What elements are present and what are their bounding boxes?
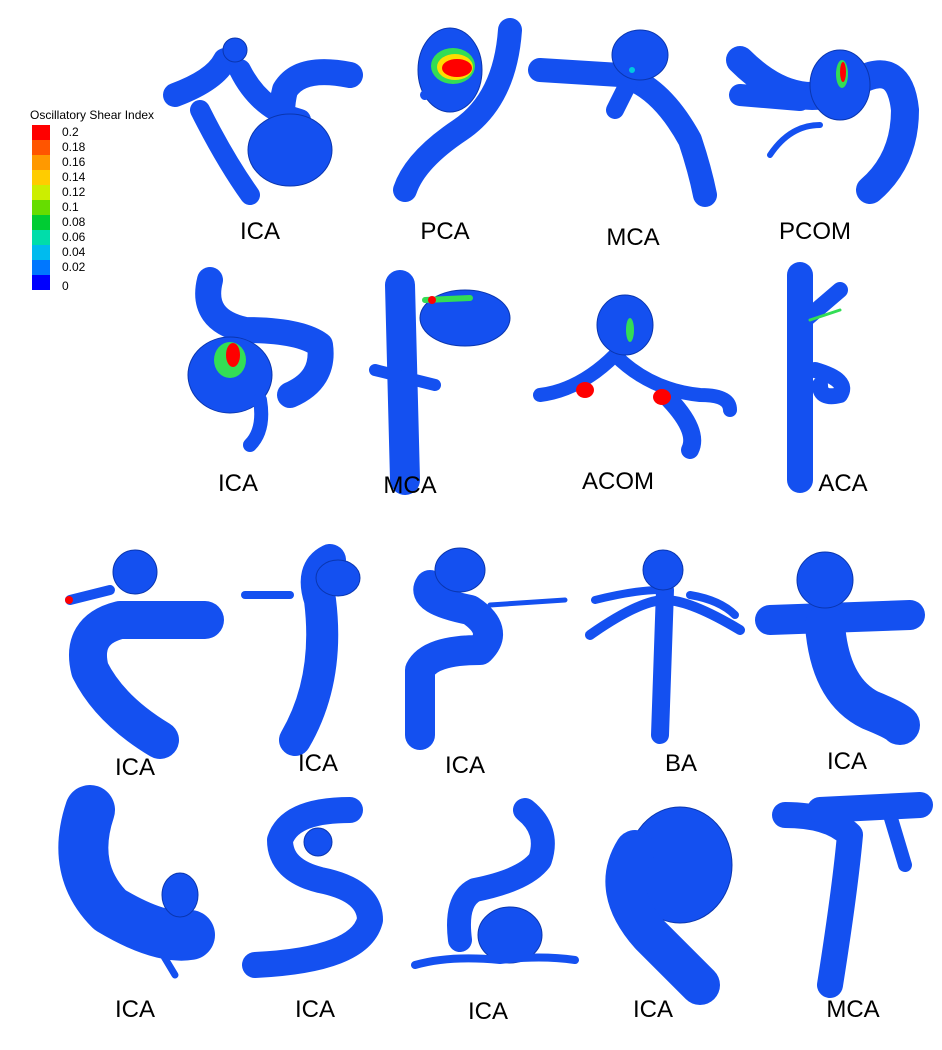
panel-label: ICA xyxy=(297,750,339,777)
colorbar-swatch xyxy=(32,155,50,170)
panel-label: ICA xyxy=(294,996,336,1023)
aneurysm-model-13 xyxy=(755,551,925,745)
legend-tick: 0.08 xyxy=(62,215,86,229)
panel-label: MCA xyxy=(383,472,437,499)
aneurysm-model-5 xyxy=(187,267,334,452)
panel-label: MCA xyxy=(826,996,880,1023)
aneurysm-model-6 xyxy=(369,270,511,495)
legend-tick: 0 xyxy=(62,279,69,293)
colorbar-swatch xyxy=(32,200,50,215)
aneurysm-model-11 xyxy=(405,547,568,750)
aneurysm-model-9 xyxy=(65,549,224,759)
colorbar-swatch xyxy=(32,275,50,290)
colorbar-swatch xyxy=(32,170,50,185)
colorbar-swatch xyxy=(32,245,50,260)
colorbar xyxy=(32,125,50,293)
legend-tick: 0.16 xyxy=(62,155,86,169)
panel-label: ICA xyxy=(114,996,156,1023)
aneurysm-model-4 xyxy=(726,46,919,204)
colorbar-swatch xyxy=(32,215,50,230)
panel-label: ACOM xyxy=(582,468,654,495)
panel-label: ICA xyxy=(444,752,486,779)
colorbar-swatch xyxy=(32,185,50,200)
legend-tick: 0.18 xyxy=(62,140,86,154)
colorbar-swatch xyxy=(32,260,50,275)
panel-label: ICA xyxy=(632,996,674,1023)
panel-label: ICA xyxy=(467,998,509,1025)
panel-label: PCA xyxy=(420,218,470,245)
legend-tick: 0.04 xyxy=(62,245,86,259)
legend-tick: 0.02 xyxy=(62,260,86,274)
panel-label: ICA xyxy=(114,754,156,781)
aneurysm-model-12 xyxy=(585,549,745,744)
colorbar-swatch xyxy=(32,140,50,155)
colorbar-swatch xyxy=(32,230,50,245)
aneurysm-model-7 xyxy=(533,294,737,459)
aneurysm-model-16 xyxy=(411,798,579,969)
aneurysm-model-17 xyxy=(605,806,733,1005)
panel-label: BA xyxy=(664,750,698,777)
legend-tick: 0.06 xyxy=(62,230,86,244)
panel-label: ICA xyxy=(826,748,868,775)
panel-label: ACA xyxy=(818,470,868,497)
aneurysm-model-14 xyxy=(58,785,215,979)
aneurysm-model-18 xyxy=(772,792,933,998)
panel-label: PCOM xyxy=(779,218,851,245)
legend-tick: 0.12 xyxy=(62,185,86,199)
aneurysm-model-10 xyxy=(241,544,361,756)
panel-label: ICA xyxy=(239,218,281,245)
legend-tick: 0.1 xyxy=(62,200,79,214)
panel-label: MCA xyxy=(606,224,660,251)
legend-tick: 0.14 xyxy=(62,170,86,184)
aneurysm-model-1 xyxy=(163,37,363,205)
legend-tick: 0.2 xyxy=(62,125,79,139)
aneurysm-model-2 xyxy=(393,18,522,202)
panel-label: ICA xyxy=(217,470,259,497)
aneurysm-model-3 xyxy=(528,29,717,207)
aneurysm-model-8 xyxy=(787,262,851,493)
colorbar-swatch xyxy=(32,125,50,140)
legend-title: Oscillatory Shear Index xyxy=(30,108,155,122)
aneurysm-model-15 xyxy=(242,797,383,978)
